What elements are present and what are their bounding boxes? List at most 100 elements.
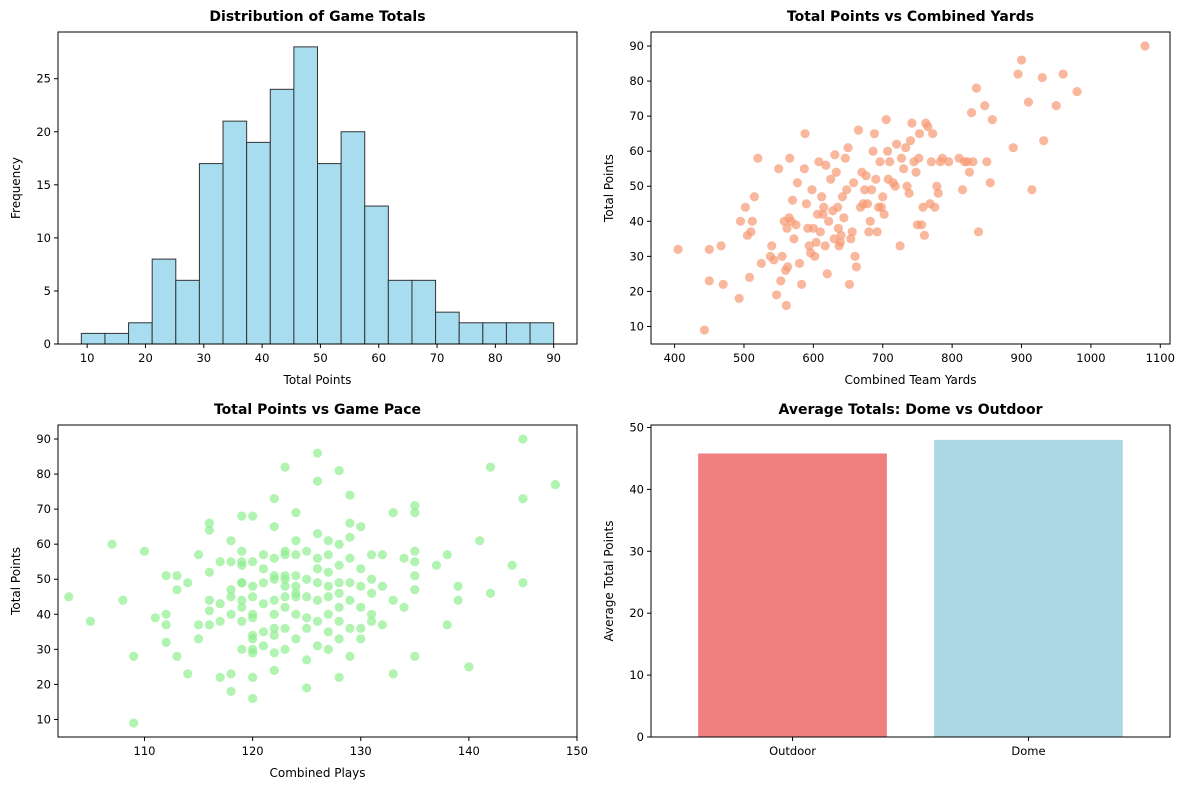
scatter-point — [410, 651, 420, 661]
scatter-point — [388, 508, 398, 518]
scatter-point — [821, 160, 831, 170]
scatter-point — [896, 153, 907, 163]
scatter-point — [804, 241, 814, 251]
scatter-point — [769, 255, 779, 265]
scatter-point — [248, 672, 258, 683]
scatter-point — [830, 150, 840, 160]
x-tick-label: 90 — [546, 351, 561, 365]
scatter-point — [716, 241, 726, 251]
x-tick-label: 700 — [872, 351, 894, 365]
scatter-point — [302, 546, 312, 556]
scatter-point — [410, 571, 420, 581]
scatter-point — [269, 553, 279, 563]
scatter-point — [150, 613, 160, 623]
scatter-point — [861, 171, 871, 181]
scatter-point — [980, 101, 990, 111]
scatter-point — [312, 578, 323, 588]
x-tick-label: 20 — [138, 351, 153, 365]
scatter-point — [431, 560, 442, 570]
y-tick-label: 30 — [629, 249, 644, 263]
scatter-point — [356, 623, 366, 633]
scatter-point — [826, 174, 836, 184]
y-tick-label: 60 — [629, 144, 644, 158]
histogram-bar — [175, 279, 200, 345]
scatter-point — [248, 511, 258, 521]
x-tick-label: 140 — [458, 744, 480, 758]
scatter-point — [356, 564, 366, 574]
scatter-point — [139, 546, 150, 556]
x-tick-label: 50 — [313, 351, 328, 365]
scatter-point — [291, 550, 301, 560]
scatter-point — [323, 592, 333, 602]
scatter-point — [312, 641, 323, 651]
scatter-point — [973, 227, 984, 237]
scatter-point — [907, 118, 917, 128]
scatter-point — [964, 167, 975, 177]
scatter-point — [835, 237, 846, 247]
y-tick-label: 60 — [36, 537, 51, 551]
scatter-point — [928, 129, 938, 139]
scatter-point — [269, 665, 279, 675]
scatter-point — [932, 181, 942, 191]
histogram-bar — [198, 163, 224, 345]
scatter-point — [248, 592, 258, 602]
scatter-point — [794, 258, 805, 268]
scatter-point — [1008, 143, 1018, 153]
y-axis-label: Total Points — [602, 154, 616, 223]
scatter-point — [1023, 97, 1034, 107]
scatter-point — [905, 136, 916, 146]
scatter-point — [987, 115, 997, 125]
scatter-point — [366, 550, 377, 560]
scatter-point — [248, 644, 258, 654]
scatter-point — [291, 609, 301, 619]
scatter-point — [388, 669, 398, 679]
y-tick-label: 50 — [629, 179, 644, 193]
x-axis-label: Combined Team Yards — [845, 373, 977, 387]
x-tick-label: 60 — [371, 351, 386, 365]
scatter-point — [923, 122, 933, 132]
y-tick-label: 70 — [629, 109, 644, 123]
scatter-point — [334, 616, 344, 626]
scatter-point — [226, 557, 236, 567]
scatter-point — [776, 276, 786, 286]
scatter-point — [879, 209, 889, 219]
scatter-point — [291, 536, 301, 546]
scatter-point — [302, 623, 312, 633]
scatter-point — [800, 129, 810, 139]
scatter-point — [753, 153, 763, 163]
scatter-point — [204, 606, 214, 616]
histogram-bar — [482, 322, 507, 345]
scatter-point — [749, 192, 759, 202]
scatter-point — [846, 234, 856, 244]
scatter-point — [774, 164, 784, 174]
scatter-point — [918, 202, 928, 212]
chart-title: Total Points vs Combined Yards — [787, 9, 1034, 25]
dome-outdoor-bar-chart: Outdoor Dome Average Totals: Dome vs Outdo… — [602, 402, 1171, 758]
scatter-point — [312, 476, 323, 486]
y-axis-label: Total Points — [9, 547, 23, 616]
scatter-point — [291, 581, 301, 591]
scatter-point — [410, 557, 420, 567]
scatter-point — [356, 634, 366, 644]
scatter-point — [1051, 101, 1061, 111]
scatter-point — [377, 620, 387, 630]
scatter-point — [822, 269, 832, 279]
scatter-point — [161, 571, 171, 581]
scatter-point — [867, 185, 877, 195]
plot-frame — [57, 424, 578, 738]
scatter-point — [345, 553, 355, 563]
scatter-point — [914, 153, 924, 163]
x-tick-label: 110 — [134, 744, 156, 758]
scatter-point — [518, 434, 528, 444]
scatter-point — [258, 627, 269, 637]
scatter-point — [312, 448, 323, 458]
y-tick-label: 5 — [44, 284, 51, 298]
scatter-point — [291, 588, 301, 598]
y-tick-label: 10 — [629, 668, 644, 682]
scatter-point — [782, 223, 792, 233]
scatter-point — [914, 129, 925, 139]
scatter-point — [815, 227, 825, 237]
scatter-point — [966, 108, 977, 118]
x-tick-label: 80 — [488, 351, 503, 365]
scatter-point — [312, 595, 323, 605]
